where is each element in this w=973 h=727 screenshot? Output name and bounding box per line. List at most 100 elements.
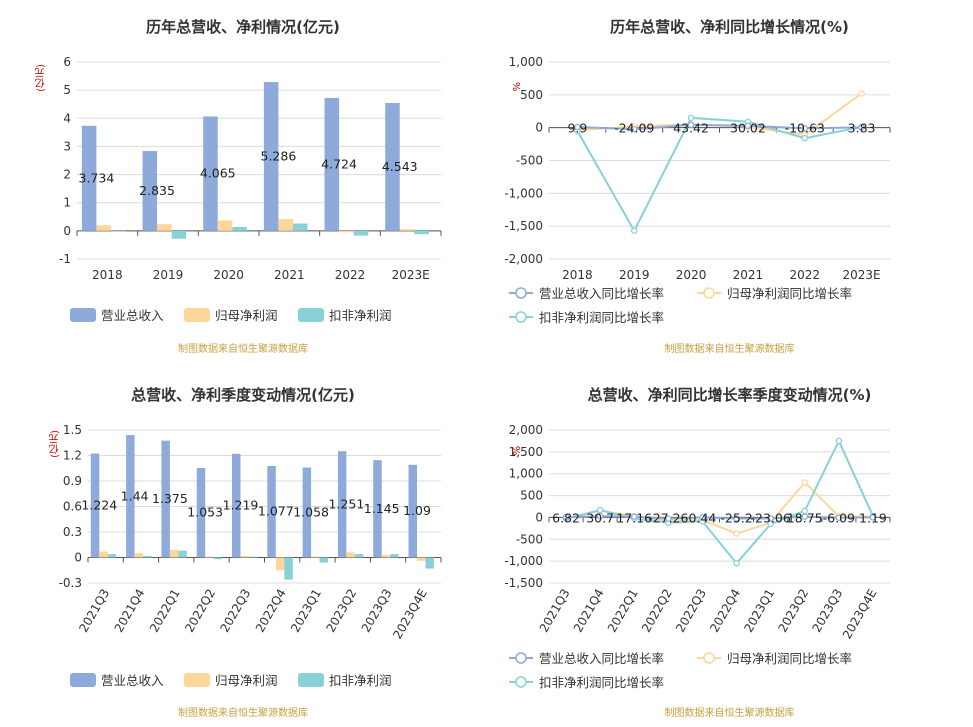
y-tick-label: 0 xyxy=(535,510,543,524)
x-tick-label: 2021 xyxy=(733,268,764,282)
chart-legend: 营业总收入 归母净利润 扣非净利润 xyxy=(0,305,486,325)
x-tick-label: 2022Q4 xyxy=(707,587,743,635)
legend-item[interactable]: 归母净利润同比增长率 xyxy=(696,283,852,302)
legend-swatch xyxy=(697,652,721,664)
point-营业总收入同比增长率 xyxy=(835,514,843,521)
y-tick-label: -500 xyxy=(516,154,543,168)
point-营业总收入同比增长率 xyxy=(858,124,865,131)
data-label: 30.02 xyxy=(730,121,766,136)
y-tick-label: 500 xyxy=(520,88,543,102)
bar-归母净利润 xyxy=(169,549,179,558)
legend-label: 营业总收入同比增长率 xyxy=(539,651,665,666)
bar-营业总收入 xyxy=(324,97,340,231)
y-tick-label: 0.3 xyxy=(63,525,82,539)
data-label: 2.835 xyxy=(139,183,175,198)
legend-label: 扣非净利润同比增长率 xyxy=(539,675,665,690)
line-营业总收入同比增长率 xyxy=(577,123,862,131)
data-source-note: 制图数据来自恒生聚源数据库 xyxy=(178,344,308,355)
y-tick-label: -1,000 xyxy=(504,186,543,200)
x-tick-label: 2020 xyxy=(676,268,707,282)
bar-营业总收入 xyxy=(142,151,158,231)
point-营业总收入同比增长率 xyxy=(596,512,604,520)
chart-title: 总营收、净利季度变动情况(亿元) xyxy=(131,386,355,404)
point-营业总收入同比增长率 xyxy=(630,513,638,520)
bar-营业总收入 xyxy=(90,453,100,558)
x-tick-label: 2020 xyxy=(213,268,244,282)
legend-label: 归母净利润同比增长率 xyxy=(727,286,853,301)
bar-归母净利润 xyxy=(346,552,355,558)
x-tick-label: 2023Q1 xyxy=(288,587,324,635)
legend-item[interactable]: 扣非净利润同比增长率 xyxy=(508,307,664,326)
data-source-note: 制图数据来自恒生聚源数据库 xyxy=(178,708,308,719)
bar-扣非净利润 xyxy=(171,230,187,239)
point-营业总收入同比增长率 xyxy=(665,515,672,522)
y-tick-label: 0.9 xyxy=(63,474,82,488)
chart-plot: -2,000 -1,500 -1,000 -500 0 500 1,000 2018 2019 2… xyxy=(504,55,891,282)
legend-item[interactable]: 扣非净利润同比增长率 xyxy=(508,672,664,691)
bar-扣非净利润 xyxy=(414,230,429,235)
legend-swatch xyxy=(298,673,324,687)
bar-归母净利润 xyxy=(381,554,391,558)
y-tick-label: 500 xyxy=(520,489,543,503)
y-tick-label: 0 xyxy=(535,121,543,135)
x-tick-label: 2023E xyxy=(843,268,881,282)
line-扣非净利润同比增长率 xyxy=(565,438,874,565)
legend-label: 营业总收入 xyxy=(101,673,164,688)
y-tick-label: 4 xyxy=(63,111,71,125)
chart-legend: 营业总收入同比增长率 归母净利润同比增长率扣非净利润同比增长率 xyxy=(486,648,973,692)
bar-营业总收入 xyxy=(263,82,279,231)
bar-扣非净利润 xyxy=(232,226,247,231)
annual-revenue-profit-chart: 历年总营收、净利情况(亿元) (亿元) -1 0 1 2 3 4 5 6 2018 2019 202… xyxy=(0,0,486,364)
y-tick-label: -1 xyxy=(59,252,71,266)
data-label: 4.065 xyxy=(200,166,236,181)
legend-item[interactable]: 营业总收入 xyxy=(70,670,164,689)
quarterly-revenue-profit-chart: 总营收、净利季度变动情况(亿元) (亿元) -0.3 0 0.3 0.6 0.9 1.2 1… xyxy=(0,364,486,727)
legend-swatch xyxy=(184,673,210,687)
legend-swatch xyxy=(509,652,533,664)
y-tick-label: 1 xyxy=(63,196,71,210)
point-扣非净利润同比增长率 xyxy=(630,227,638,235)
chart-legend: 营业总收入同比增长率 归母净利润同比增长率扣非净利润同比增长率 xyxy=(486,283,973,327)
legend-item[interactable]: 扣非净利润 xyxy=(298,305,392,324)
y-tick-label: 3 xyxy=(63,139,71,153)
bar-扣非净利润 xyxy=(284,557,293,580)
bar-归母净利润 xyxy=(311,556,320,558)
point-营业总收入同比增长率 xyxy=(733,515,740,522)
data-label: 1.19 xyxy=(859,510,887,525)
x-tick-label: 2023Q4E xyxy=(840,587,880,642)
bar-扣非净利润 xyxy=(425,557,434,569)
chart-title: 总营收、净利同比增长率季度变动情况(%) xyxy=(587,386,872,404)
data-label: -24.09 xyxy=(614,121,654,136)
x-tick-label: 2022Q4 xyxy=(253,587,289,635)
data-label: 0.44 xyxy=(689,510,717,525)
chart-title: 历年总营收、净利情况(亿元) xyxy=(146,18,340,36)
x-tick-label: 2023Q4E xyxy=(390,587,430,642)
legend-label: 营业总收入 xyxy=(101,308,164,323)
bar-扣非净利润 xyxy=(213,557,223,560)
data-label: 5.286 xyxy=(261,148,297,163)
x-tick-label: 2022Q3 xyxy=(218,587,254,635)
legend-item[interactable]: 归母净利润 xyxy=(184,305,278,324)
data-label: 3.83 xyxy=(848,121,876,136)
legend-item[interactable]: 营业总收入同比增长率 xyxy=(508,283,664,302)
y-tick-label: -1,500 xyxy=(504,219,543,233)
legend-label: 归母净利润 xyxy=(215,673,278,688)
data-label: 30.7 xyxy=(586,510,614,525)
bar-归母净利润 xyxy=(134,553,144,558)
bar-归母净利润 xyxy=(157,224,172,231)
legend-item[interactable]: 营业总收入同比增长率 xyxy=(508,648,664,667)
bar-扣非净利润 xyxy=(292,223,308,231)
legend-item[interactable]: 归母净利润同比增长率 xyxy=(696,648,852,667)
legend-item[interactable]: 扣非净利润 xyxy=(298,670,392,689)
legend-item[interactable]: 营业总收入 xyxy=(70,305,164,324)
data-label: 17.16 xyxy=(616,510,652,525)
y-tick-label: -500 xyxy=(516,532,543,546)
bar-归母净利润 xyxy=(278,219,293,231)
legend-item[interactable]: 归母净利润 xyxy=(184,670,278,689)
data-label: 1.058 xyxy=(293,505,329,520)
y-tick-label: 6 xyxy=(63,55,71,69)
data-label: 1.145 xyxy=(364,501,400,516)
x-tick-label: 2022Q3 xyxy=(673,587,709,635)
bar-营业总收入 xyxy=(267,465,276,558)
